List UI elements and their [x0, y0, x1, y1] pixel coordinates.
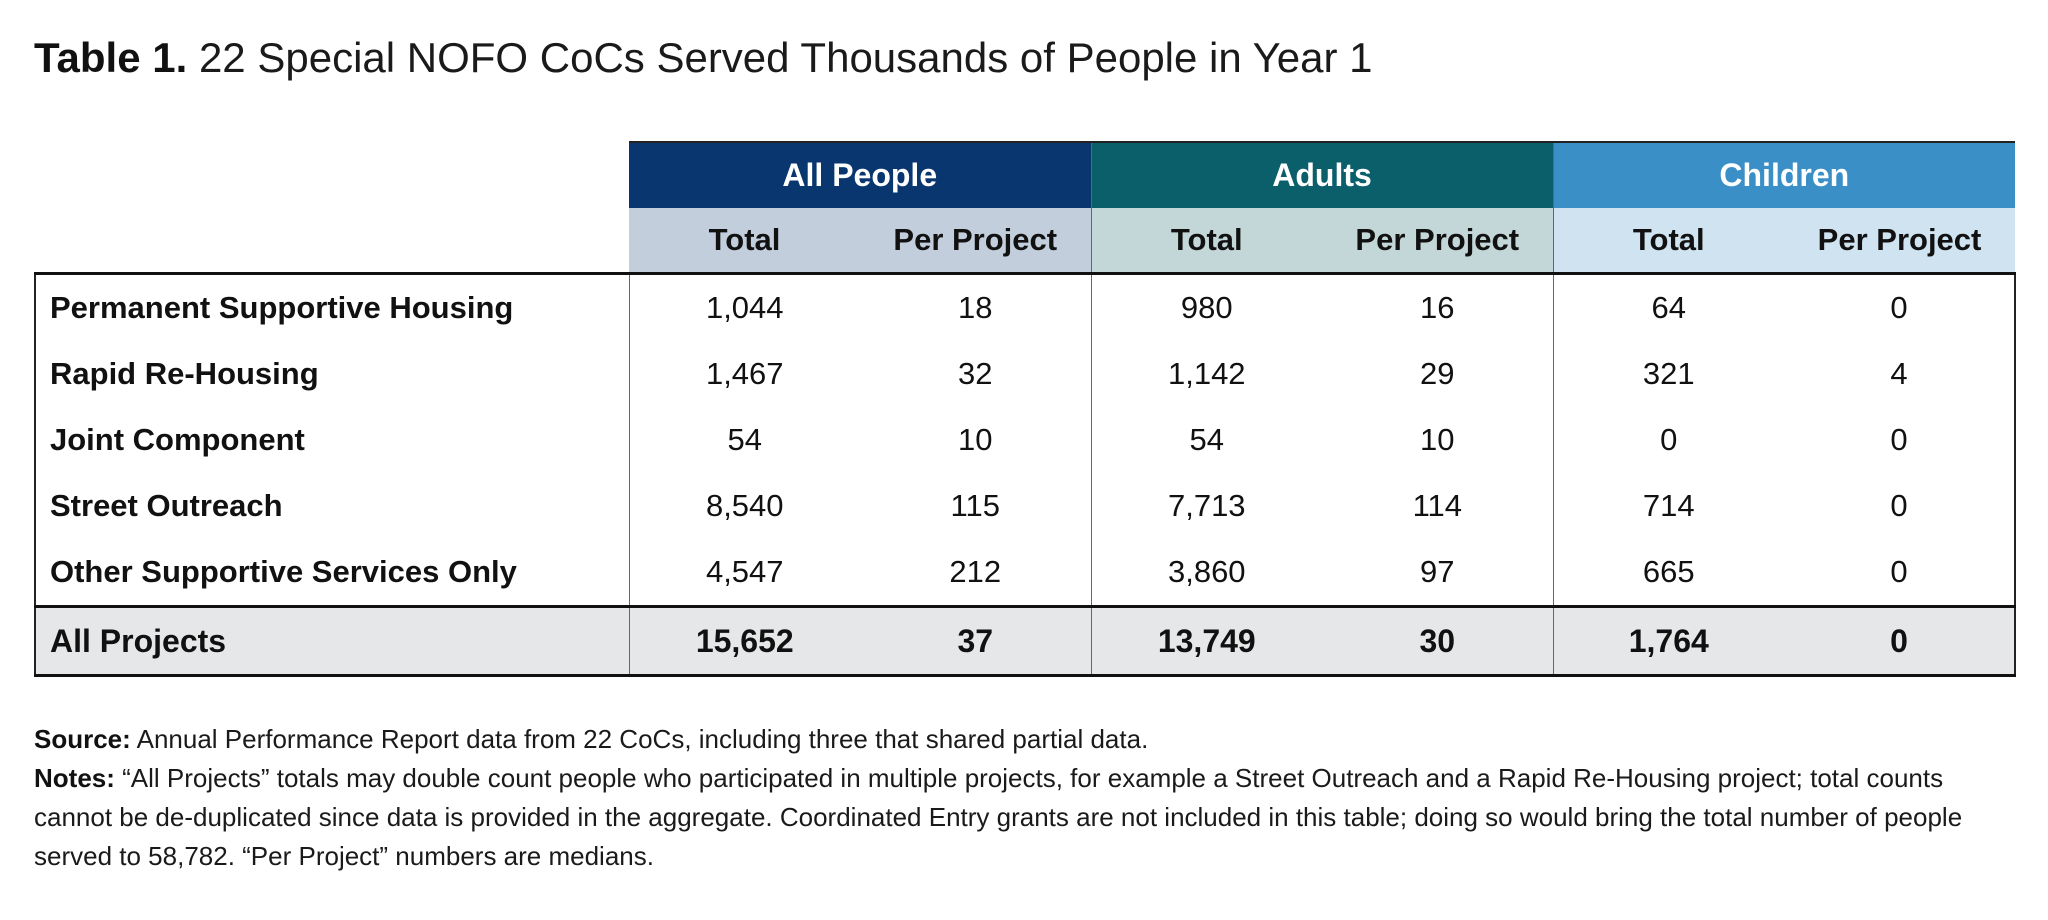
cell-total: 665 — [1552, 539, 1785, 607]
cell-per-project: 37 — [860, 605, 1092, 677]
cell-per-project: 0 — [1784, 539, 2017, 607]
cell-per-project: 0 — [1784, 473, 2017, 539]
notes-text: Notes: “All Projects” totals may double … — [34, 763, 1963, 871]
group-header-children: Children — [1552, 141, 2016, 208]
table-row: Joint Component 54 10 54 10 0 0 — [34, 407, 2017, 473]
table-row: Other Supportive Services Only 4,547 212 3,… — [34, 539, 2017, 607]
cell-per-project: 114 — [1412, 488, 1462, 523]
table-row: Street Outreach 8,540 115 7,713 114 714 0 — [34, 473, 2017, 539]
table-footnotes: Source: Annual Performance Report data f… — [34, 720, 2024, 876]
cell-total: 3,860 — [1090, 539, 1323, 607]
subheader-per-project: Per Project — [1322, 208, 1554, 275]
cell-total: 64 — [1552, 273, 1785, 341]
row-label: Other Supportive Services Only — [34, 539, 629, 607]
subheader-total: Total — [1090, 208, 1323, 275]
table-row: Permanent Supportive Housing 1,044 18 980 16… — [34, 273, 2017, 341]
cell-total: 13,749 — [1090, 605, 1323, 677]
cell-total: 714 — [1552, 473, 1785, 539]
cell-total: 0 — [1552, 407, 1785, 473]
subheader-per-project: Per Project — [860, 208, 1092, 275]
cell-total: 1,142 — [1090, 341, 1323, 407]
cell-total: 54 — [628, 407, 860, 473]
group-header-all-people: All People — [629, 141, 1092, 208]
cell-total: 321 — [1552, 341, 1785, 407]
table-title: Table 1. 22 Special NOFO CoCs Served Tho… — [34, 34, 1373, 82]
row-label: All Projects — [34, 605, 629, 677]
cell-total: 7,713 — [1090, 473, 1323, 539]
row-label: Street Outreach — [34, 473, 629, 539]
cell-per-project: 0 — [1784, 407, 2017, 473]
cell-total: 1,764 — [1552, 605, 1785, 677]
group-header-adults: Adults — [1090, 141, 1554, 208]
cell-total: 1,044 — [628, 273, 860, 341]
table-caption: 22 Special NOFO CoCs Served Thousands of… — [198, 34, 1373, 81]
cell-per-project: 115 — [950, 488, 1000, 523]
subheader-per-project: Per Project — [1784, 208, 2016, 275]
cell-total: 980 — [1090, 273, 1323, 341]
row-label: Joint Component — [34, 407, 629, 473]
cell-total: 1,467 — [628, 341, 860, 407]
cell-per-project: 32 — [958, 356, 993, 391]
cell-total: 4,547 — [628, 539, 860, 607]
cell-per-project: 4 — [1784, 341, 2017, 407]
cell-per-project: 10 — [958, 422, 993, 457]
cell-per-project: 0 — [1784, 273, 2017, 341]
row-label: Rapid Re-Housing — [34, 341, 629, 407]
cell-per-project: 30 — [1322, 605, 1554, 677]
subheader-total: Total — [629, 208, 860, 275]
cell-per-project: 16 — [1420, 290, 1455, 325]
cell-per-project: 10 — [1420, 422, 1455, 457]
subheader-total: Total — [1552, 208, 1785, 275]
cell-per-project: 18 — [958, 290, 993, 325]
cell-per-project: 212 — [949, 554, 1002, 589]
cell-total: 8,540 — [628, 473, 860, 539]
row-label: Permanent Supportive Housing — [34, 273, 629, 341]
cell-per-project: 97 — [1420, 554, 1455, 589]
cell-total: 15,652 — [628, 605, 860, 677]
cell-per-project: 29 — [1420, 356, 1455, 391]
data-table: All People Adults Children Total Per Pro… — [34, 141, 2017, 677]
table-number: Table 1. — [34, 34, 188, 81]
cell-per-project: 0 — [1784, 605, 2017, 677]
source-note: Source: Annual Performance Report data f… — [34, 724, 1149, 754]
cell-total: 54 — [1090, 407, 1323, 473]
total-row: All Projects 15,652 37 13,749 30 1,764 0 — [34, 605, 2017, 677]
table-row: Rapid Re-Housing 1,467 32 1,142 29 321 4 — [34, 341, 2017, 407]
